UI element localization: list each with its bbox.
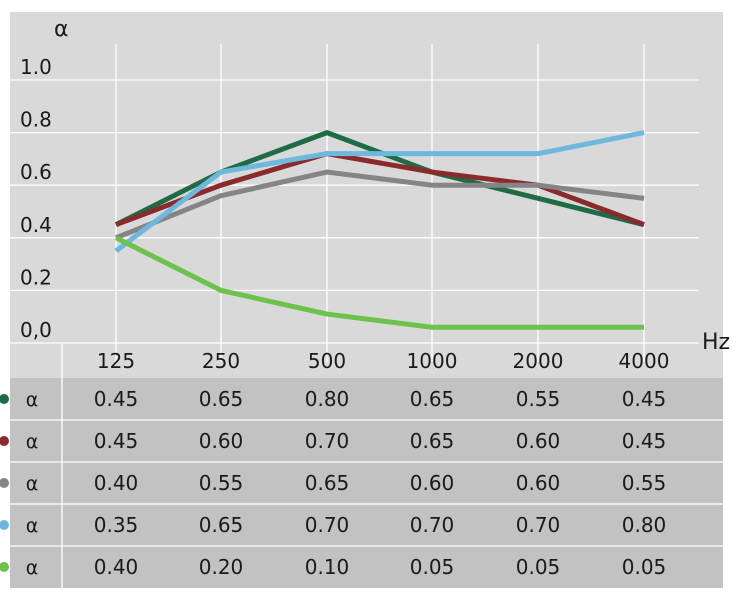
series-line	[115, 151, 645, 227]
axis-labels: α Hz 0,0 0.2 0.4 0.6 0.8 1.0 125 250 500 1000 2000…	[20, 17, 730, 373]
y-tick-label: 0.6	[20, 160, 52, 184]
table-cell: 0.80	[622, 513, 667, 537]
y-tick-label: 0,0	[20, 318, 52, 342]
table-background	[10, 378, 723, 588]
table-cell: 0.40	[94, 555, 139, 579]
table-cell: 0.45	[622, 387, 667, 411]
table-cell: 0.45	[622, 429, 667, 453]
table-cell: 0.05	[516, 555, 561, 579]
x-tick-label: 1000	[407, 349, 458, 373]
table-cell: 0.60	[410, 471, 455, 495]
table-cell: 0.70	[305, 513, 350, 537]
y-tick-label: 0.8	[20, 108, 52, 132]
table-cell: 0.65	[410, 387, 455, 411]
x-axis-label: Hz	[702, 330, 730, 355]
table-cell: 0.10	[305, 555, 350, 579]
table-cell: 0.05	[410, 555, 455, 579]
table-cell: 0.35	[94, 513, 139, 537]
table-cell: 0.65	[305, 471, 350, 495]
table-cell: 0.65	[199, 513, 244, 537]
table-cell: 0.55	[516, 387, 561, 411]
row-label: α	[26, 557, 39, 579]
series-marker	[0, 436, 9, 446]
series-line	[115, 169, 645, 241]
table-cell: 0.70	[516, 513, 561, 537]
value-table: α 0.45 0.65 0.80 0.65 0.55 0.45 α 0.45 0.60 0.70 0.…	[0, 387, 723, 579]
series-lines	[114, 130, 645, 330]
table-cell: 0.40	[94, 471, 139, 495]
table-cell: 0.70	[410, 513, 455, 537]
x-tick-label: 250	[202, 349, 240, 373]
table-cell: 0.05	[622, 555, 667, 579]
series-marker	[0, 562, 9, 572]
y-tick-label: 1.0	[20, 55, 52, 79]
row-label: α	[26, 389, 39, 411]
row-label: α	[26, 515, 39, 537]
row-label: α	[26, 431, 39, 453]
x-tick-label: 2000	[513, 349, 564, 373]
series-marker	[0, 520, 9, 530]
table-cell: 0.60	[516, 429, 561, 453]
series-line	[114, 235, 644, 330]
y-axis-label: α	[54, 17, 69, 42]
table-cell: 0.20	[199, 555, 244, 579]
table-cell: 0.60	[516, 471, 561, 495]
series-marker	[0, 394, 9, 404]
y-tick-label: 0.2	[20, 265, 52, 289]
series-marker	[0, 478, 9, 488]
gridlines	[10, 44, 699, 588]
series-line	[114, 130, 645, 253]
table-cell: 0.80	[305, 387, 350, 411]
x-tick-label: 500	[308, 349, 346, 373]
table-cell: 0.65	[410, 429, 455, 453]
table-cell: 0.45	[94, 387, 139, 411]
x-tick-label: 125	[97, 349, 135, 373]
table-cell: 0.55	[199, 471, 244, 495]
y-tick-label: 0.4	[20, 213, 52, 237]
table-cell: 0.45	[94, 429, 139, 453]
table-cell: 0.60	[199, 429, 244, 453]
table-cell: 0.65	[199, 387, 244, 411]
x-tick-label: 4000	[619, 349, 670, 373]
table-cell: 0.55	[622, 471, 667, 495]
row-label: α	[26, 473, 39, 495]
table-cell: 0.70	[305, 429, 350, 453]
